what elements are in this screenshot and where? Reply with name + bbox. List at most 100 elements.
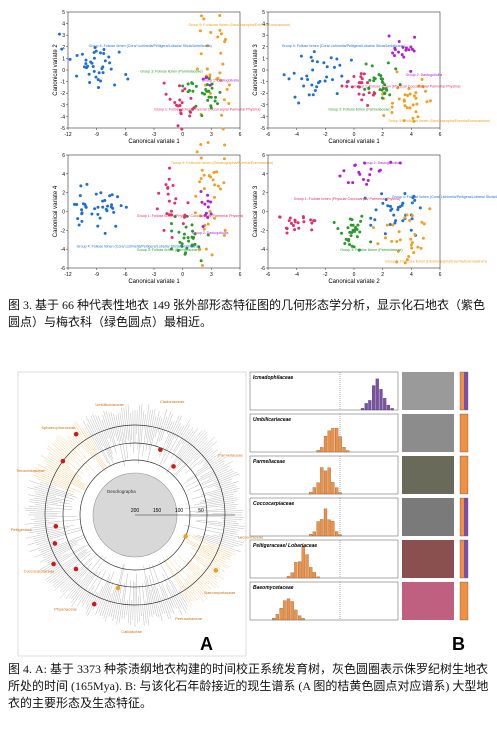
tree-branch (200, 493, 234, 502)
hist-bar (294, 562, 298, 579)
tree-label: Caliciaceae (121, 629, 142, 634)
tree-branch (108, 589, 117, 618)
tree-branch (177, 554, 209, 585)
scatter-dot (401, 219, 405, 223)
scatter-dot (309, 218, 313, 222)
x-tick-label: -2 (323, 272, 328, 278)
scatter-dot (189, 96, 193, 100)
scatter-dot (178, 104, 182, 108)
scatter-dot (366, 81, 370, 85)
scatter-dot (223, 40, 227, 44)
tree-branch (101, 419, 109, 439)
y-tick-label: 6 (262, 153, 265, 159)
tree-label: Baeomycetaceae (204, 590, 236, 595)
y-tick-label: -2 (61, 91, 66, 97)
hist-bar (390, 408, 394, 411)
x-tick-label: -2 (323, 132, 328, 138)
scatter-dot (214, 95, 218, 99)
scatter-dot (113, 83, 117, 87)
scatter-dot (101, 71, 105, 75)
scatter-dot (394, 67, 398, 71)
tree-branch (115, 415, 122, 442)
tree-branch (202, 566, 217, 578)
tree-branch (170, 579, 188, 610)
scatter-dot (170, 236, 174, 240)
scatter-dot (173, 201, 177, 205)
scatter-dot (411, 103, 415, 107)
x-tick-label: 3 (210, 272, 213, 278)
tree-branch (200, 463, 225, 478)
tree-branch (184, 450, 214, 474)
tree-branch (78, 570, 98, 600)
scatter-dot (282, 73, 286, 77)
group-label: Group 1: Foliose lichen (Physcia/ Coccoc… (154, 108, 260, 112)
tree-branch (33, 472, 83, 494)
tree-branch (189, 562, 220, 588)
x-tick-label: -6 (123, 272, 128, 278)
scatter-dot (288, 216, 292, 220)
tree-branch (34, 520, 50, 522)
scatter-dot (206, 215, 210, 219)
tree-branch (34, 504, 49, 507)
x-tick-label: 3 (210, 132, 213, 138)
y-tick-label: 3 (262, 33, 265, 39)
scatter-dot (366, 178, 370, 182)
scatter-dot (388, 204, 392, 208)
scatter-dot (191, 89, 195, 93)
tree-branch (152, 564, 172, 620)
scatter-dot (392, 54, 396, 58)
scatter-dot (311, 68, 315, 72)
tree-branch (166, 415, 180, 445)
tree-branch (159, 422, 181, 466)
trait-bar (459, 455, 469, 495)
x-tick-label: 0 (353, 272, 356, 278)
scatter-dot (124, 205, 128, 209)
tree-branch (170, 428, 190, 459)
scatter-dot (367, 91, 371, 95)
hist-bar (383, 398, 387, 411)
scatter-dot (190, 243, 194, 247)
tree-branch (43, 542, 77, 559)
scatter-dot (367, 87, 371, 91)
scatter-dot (349, 234, 353, 238)
scatter-dot (218, 71, 222, 75)
tree-branch (130, 412, 133, 440)
hist-bar (331, 482, 335, 495)
tree-branch (179, 588, 192, 608)
tree-branch (176, 574, 196, 602)
scatter-dot (212, 171, 216, 175)
y-tick-label: 2 (62, 191, 65, 197)
tree-branch (54, 442, 83, 468)
trait-bar-part (464, 540, 468, 578)
tree-branch (199, 550, 231, 568)
scatter-dot (405, 213, 409, 217)
scatter-dot (393, 46, 397, 50)
y-tick-label: -3 (261, 103, 266, 109)
tree-branch (37, 464, 87, 491)
tree-branch (77, 590, 87, 606)
tree-branch (159, 561, 187, 614)
tree-branch (57, 442, 76, 460)
scatter-dot (199, 190, 203, 194)
scatter-dot (368, 173, 372, 177)
scatter-dot (114, 224, 118, 228)
hist-label: Peltigeraceae/ Lobariaceae (253, 543, 317, 549)
tree-branch (84, 427, 97, 449)
scatter-dot (300, 77, 304, 81)
hist-bar (323, 508, 328, 537)
scatter-dot (410, 47, 414, 51)
tree-branch (201, 503, 239, 509)
scatter-dot (385, 88, 389, 92)
scatter-dot (101, 199, 105, 203)
tree-branch (72, 436, 80, 446)
scatter-dot (285, 227, 289, 231)
tree-branch (190, 574, 207, 591)
scatter-dot (204, 76, 208, 80)
scatter-dot (374, 208, 378, 212)
tree-branch (45, 465, 86, 488)
scatter-dot (208, 91, 212, 95)
scatter-dot (203, 202, 207, 206)
scatter-dot (78, 194, 82, 198)
scatter-dot (338, 63, 342, 67)
tree-branch (92, 413, 115, 466)
